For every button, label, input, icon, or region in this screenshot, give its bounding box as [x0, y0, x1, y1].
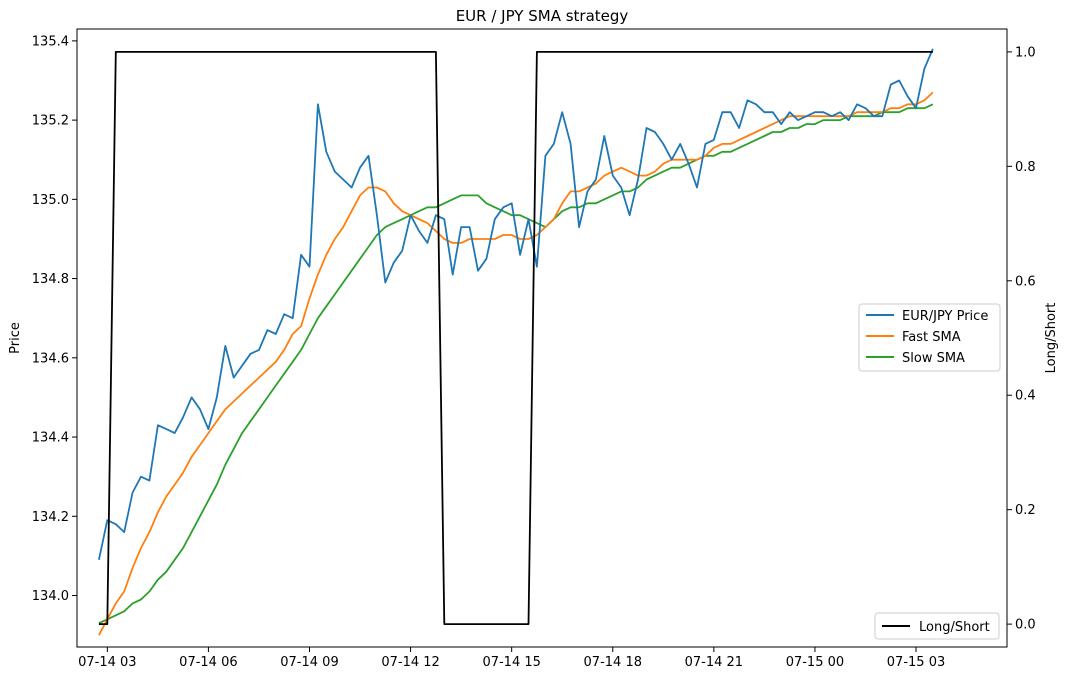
series-layer	[98, 48, 934, 636]
y-tick-label: 134.8	[32, 272, 69, 287]
series-line-price	[98, 48, 934, 560]
y-tick-label: 134.4	[32, 431, 69, 446]
y2-tick-label: 1.0	[1015, 45, 1036, 60]
y2-tick-label: 0.0	[1015, 618, 1036, 633]
plot-area	[77, 29, 1007, 647]
y-tick-label: 135.2	[32, 114, 69, 129]
plot-frame	[76, 28, 1008, 648]
y-tick-label: 134.6	[32, 351, 69, 366]
x-tick-label: 07-14 21	[685, 655, 743, 670]
legend-secondary-box	[874, 612, 1000, 640]
x-tick-label: 07-15 00	[786, 655, 844, 670]
y-tick-label: 134.2	[32, 510, 69, 525]
x-tick-label: 07-14 18	[584, 655, 642, 670]
legend-main: EUR/JPY Price Fast SMA Slow SMA	[858, 303, 1001, 372]
y2-tick-label: 0.8	[1015, 160, 1036, 175]
y2-tick-label: 0.4	[1015, 389, 1036, 404]
y2-tick-label: 0.6	[1015, 274, 1036, 289]
y2-axis-label: Long/Short	[1044, 303, 1059, 374]
x-tick-label: 07-14 09	[280, 655, 338, 670]
legend-secondary: Long/Short	[874, 612, 1000, 640]
series-line-slow-sma	[98, 103, 934, 625]
legend-label-long-short: Long/Short	[919, 620, 990, 635]
x-tick-label: 07-14 06	[179, 655, 237, 670]
y-tick-label: 134.0	[32, 589, 69, 604]
chart-title: EUR / JPY SMA strategy	[456, 7, 629, 25]
legend-label-fast-sma: Fast SMA	[902, 330, 961, 345]
y-axis-label: Price	[8, 322, 23, 354]
series-line-long-short	[98, 51, 933, 625]
legend-main-box	[858, 303, 1001, 372]
y2-tick-label: 0.2	[1015, 503, 1036, 518]
y-tick-label: 135.4	[32, 34, 69, 49]
y-tick-label: 135.0	[32, 193, 69, 208]
axes-layer: 134.0 134.2 134.4 134.6 134.8 135.0 135.2 135.4…	[32, 34, 1036, 670]
x-tick-label: 07-14 12	[381, 655, 439, 670]
x-tick-label: 07-15 03	[887, 655, 945, 670]
x-tick-label: 07-14 15	[482, 655, 540, 670]
legend-label-slow-sma: Slow SMA	[902, 351, 965, 366]
legend-label-price: EUR/JPY Price	[902, 309, 988, 324]
x-tick-label: 07-14 03	[78, 655, 136, 670]
